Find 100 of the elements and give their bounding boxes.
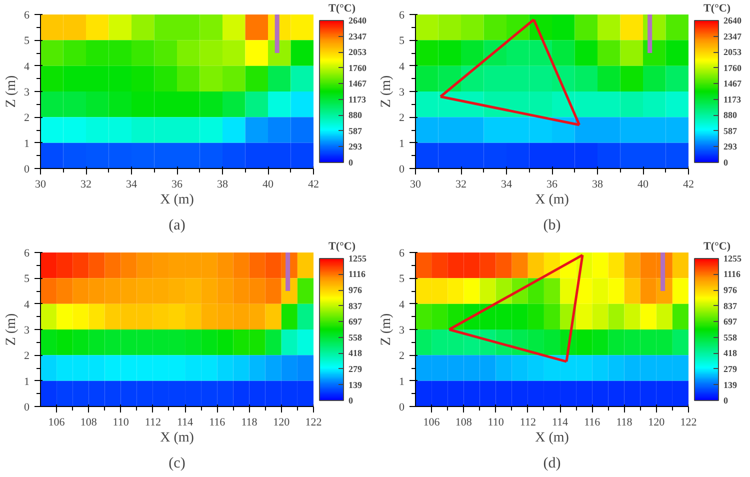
color-bar-label: 2640 bbox=[724, 16, 742, 26]
x-tick-label: 118 bbox=[241, 416, 258, 428]
y-tick-label: 6 bbox=[24, 10, 30, 22]
text: (a) bbox=[168, 218, 186, 234]
x-axis-title: X (m) bbox=[160, 430, 194, 446]
color-bar-label: 293 bbox=[348, 142, 362, 152]
color-bar-label: 1173 bbox=[348, 94, 367, 104]
x-tick-label: 110 bbox=[488, 416, 504, 428]
y-tick-label: 0 bbox=[399, 402, 405, 414]
color-bar-label: 2347 bbox=[724, 31, 742, 42]
x-tick-label: 34 bbox=[501, 178, 512, 190]
y-tick-label: 3 bbox=[399, 86, 405, 98]
color-bar-label: 1116 bbox=[724, 269, 742, 280]
x-tick-label: 30 bbox=[35, 178, 46, 190]
color-bar-label: 558 bbox=[724, 332, 738, 342]
y-tick-label: 1 bbox=[24, 376, 30, 388]
x-tick-label: 30 bbox=[410, 178, 422, 190]
x-tick-label: 116 bbox=[209, 416, 226, 428]
y-tick-label: 2 bbox=[24, 350, 30, 362]
y-tick-label: 0 bbox=[24, 164, 30, 176]
y-axis-title: Z (m) bbox=[379, 313, 394, 346]
x-tick-label: 36 bbox=[546, 178, 558, 190]
x-tick-label: 40 bbox=[262, 178, 274, 190]
y-tick-label: 6 bbox=[399, 248, 405, 260]
color-bar-label: 1255 bbox=[724, 254, 742, 264]
x-tick-label: 114 bbox=[176, 416, 194, 428]
y-tick-label: 5 bbox=[24, 273, 30, 286]
x-tick-label: 32 bbox=[80, 178, 92, 190]
y-tick-label: 0 bbox=[24, 402, 30, 414]
x-tick-label: 106 bbox=[423, 416, 440, 428]
x-tick-label: 34 bbox=[126, 178, 138, 190]
color-bar-label: 279 bbox=[348, 364, 362, 374]
color-bar-label: 1173 bbox=[724, 94, 742, 104]
x-axis-title: X (m) bbox=[535, 430, 570, 446]
x-tick-label: 112 bbox=[520, 416, 536, 428]
x-tick-label: 116 bbox=[584, 416, 601, 428]
x-tick-label: 42 bbox=[308, 178, 319, 190]
y-tick-label: 4 bbox=[24, 298, 30, 311]
x-tick-label: 122 bbox=[305, 416, 322, 428]
y-axis-title: Z (m) bbox=[4, 313, 19, 346]
y-tick-label: 1 bbox=[24, 138, 30, 150]
color-bar-label: 0 bbox=[724, 158, 728, 168]
x-tick-label: 38 bbox=[592, 178, 604, 190]
x-tick-label: 32 bbox=[456, 178, 466, 190]
x-tick-label: 42 bbox=[683, 178, 694, 190]
color-bar-title: T(°C) bbox=[703, 2, 731, 14]
color-bar-label: 976 bbox=[724, 285, 738, 296]
color-bar-label: 587 bbox=[724, 126, 738, 136]
color-bar-title: T(°C) bbox=[328, 240, 356, 252]
y-tick-label: 1 bbox=[399, 376, 404, 388]
text: (c) bbox=[168, 456, 186, 472]
x-tick-label: 120 bbox=[273, 416, 290, 428]
color-bar-label: 139 bbox=[724, 380, 738, 390]
y-tick-label: 4 bbox=[399, 298, 405, 311]
color-bar-label: 1760 bbox=[724, 62, 742, 73]
y-tick-label: 2 bbox=[399, 112, 404, 124]
x-tick-label: 38 bbox=[217, 178, 228, 190]
color-bar-label: 697 bbox=[724, 316, 738, 327]
x-tick-label: 114 bbox=[552, 416, 569, 428]
color-bar-label: 139 bbox=[348, 380, 362, 390]
y-axis-title: Z (m) bbox=[4, 75, 19, 108]
x-tick-label: 108 bbox=[80, 416, 98, 428]
x-tick-label: 112 bbox=[144, 416, 161, 428]
y-tick-label: 1 bbox=[399, 138, 404, 150]
text: (d) bbox=[543, 456, 561, 472]
x-tick-label: 108 bbox=[455, 416, 472, 428]
color-bar-label: 1116 bbox=[348, 269, 366, 280]
color-bar-label: 880 bbox=[724, 110, 738, 120]
color-bar-label: 587 bbox=[348, 126, 362, 136]
color-bar-label: 697 bbox=[348, 316, 362, 327]
x-tick-label: 106 bbox=[48, 416, 66, 428]
y-tick-label: 2 bbox=[24, 112, 30, 124]
y-tick-label: 0 bbox=[399, 164, 405, 176]
y-tick-label: 2 bbox=[399, 350, 404, 362]
color-bar-label: 837 bbox=[724, 300, 738, 311]
color-bar-label: 418 bbox=[724, 348, 738, 358]
color-bar-label: 837 bbox=[348, 300, 362, 311]
color-bar-label: 0 bbox=[348, 158, 354, 168]
x-tick-label: 120 bbox=[648, 416, 666, 428]
y-tick-label: 5 bbox=[24, 35, 30, 48]
x-axis-title: X (m) bbox=[535, 192, 570, 208]
y-axis-title: Z (m) bbox=[379, 75, 394, 108]
y-tick-label: 4 bbox=[399, 60, 405, 73]
color-bar-label: 880 bbox=[348, 110, 362, 120]
color-bar-label: 1467 bbox=[348, 78, 367, 89]
y-tick-label: 6 bbox=[24, 248, 30, 260]
y-tick-label: 3 bbox=[24, 86, 30, 98]
color-bar-label: 1760 bbox=[348, 62, 367, 73]
color-bar-label: 0 bbox=[724, 396, 728, 406]
color-bar-label: 0 bbox=[348, 396, 354, 406]
color-bar-label: 2053 bbox=[348, 47, 367, 58]
color-bar-label: 1255 bbox=[348, 254, 367, 264]
y-tick-label: 6 bbox=[399, 10, 405, 22]
x-tick-label: 36 bbox=[172, 178, 183, 190]
color-bar-label: 2053 bbox=[724, 47, 742, 58]
x-axis-title: X (m) bbox=[160, 192, 194, 208]
y-tick-label: 3 bbox=[399, 324, 405, 336]
x-tick-label: 122 bbox=[680, 416, 697, 428]
color-bar-label: 558 bbox=[348, 332, 362, 342]
color-bar-label: 1467 bbox=[724, 78, 742, 89]
